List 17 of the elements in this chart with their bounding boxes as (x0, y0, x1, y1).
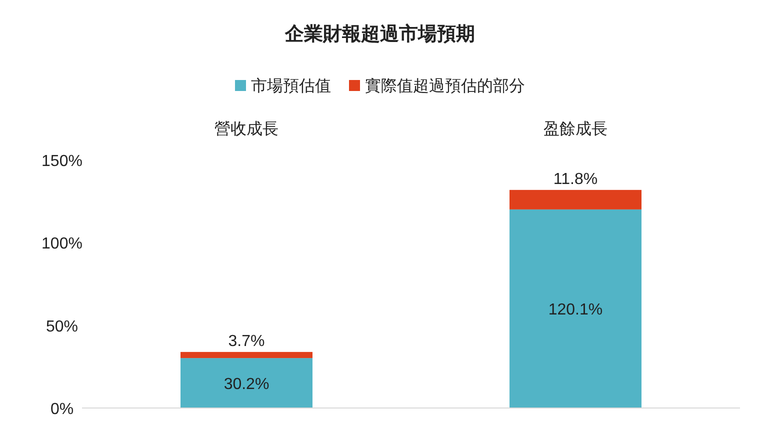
y-tick-label: 50% (46, 318, 78, 336)
bar (180, 352, 312, 358)
data-label: 11.8% (553, 170, 598, 188)
y-tick-label: 100% (42, 236, 82, 253)
bar (510, 209, 642, 408)
legend-label: 市場預估值 (251, 77, 331, 95)
data-label: 30.2% (224, 376, 270, 394)
bar (510, 190, 642, 210)
legend-label: 實際值超過預估的部分 (365, 77, 525, 95)
bar (180, 358, 312, 408)
chart-title: 企業財報超過市場預期 (284, 23, 475, 45)
y-tick-label: 0% (50, 401, 74, 418)
data-label: 120.1% (548, 302, 603, 319)
data-label: 3.7% (228, 332, 265, 350)
y-tick-label: 150% (42, 153, 82, 170)
x-tick-label: 營收成長 (214, 120, 278, 138)
x-tick-label: 盈餘成長 (544, 120, 608, 138)
